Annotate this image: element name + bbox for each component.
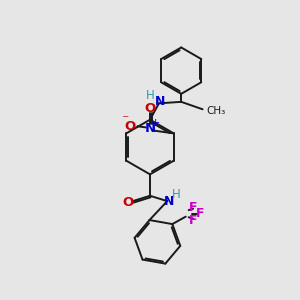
Text: O: O — [125, 120, 136, 133]
Text: O: O — [144, 102, 155, 115]
Text: ⁻: ⁻ — [121, 113, 129, 127]
Text: H: H — [146, 88, 155, 101]
Text: F: F — [189, 201, 197, 214]
Text: +: + — [151, 118, 160, 128]
Text: CH₃: CH₃ — [206, 106, 225, 116]
Text: H: H — [172, 188, 181, 201]
Text: N: N — [144, 122, 155, 135]
Text: F: F — [189, 214, 197, 227]
Text: N: N — [154, 95, 165, 108]
Text: O: O — [122, 196, 133, 208]
Text: N: N — [164, 195, 174, 208]
Text: F: F — [196, 207, 204, 220]
